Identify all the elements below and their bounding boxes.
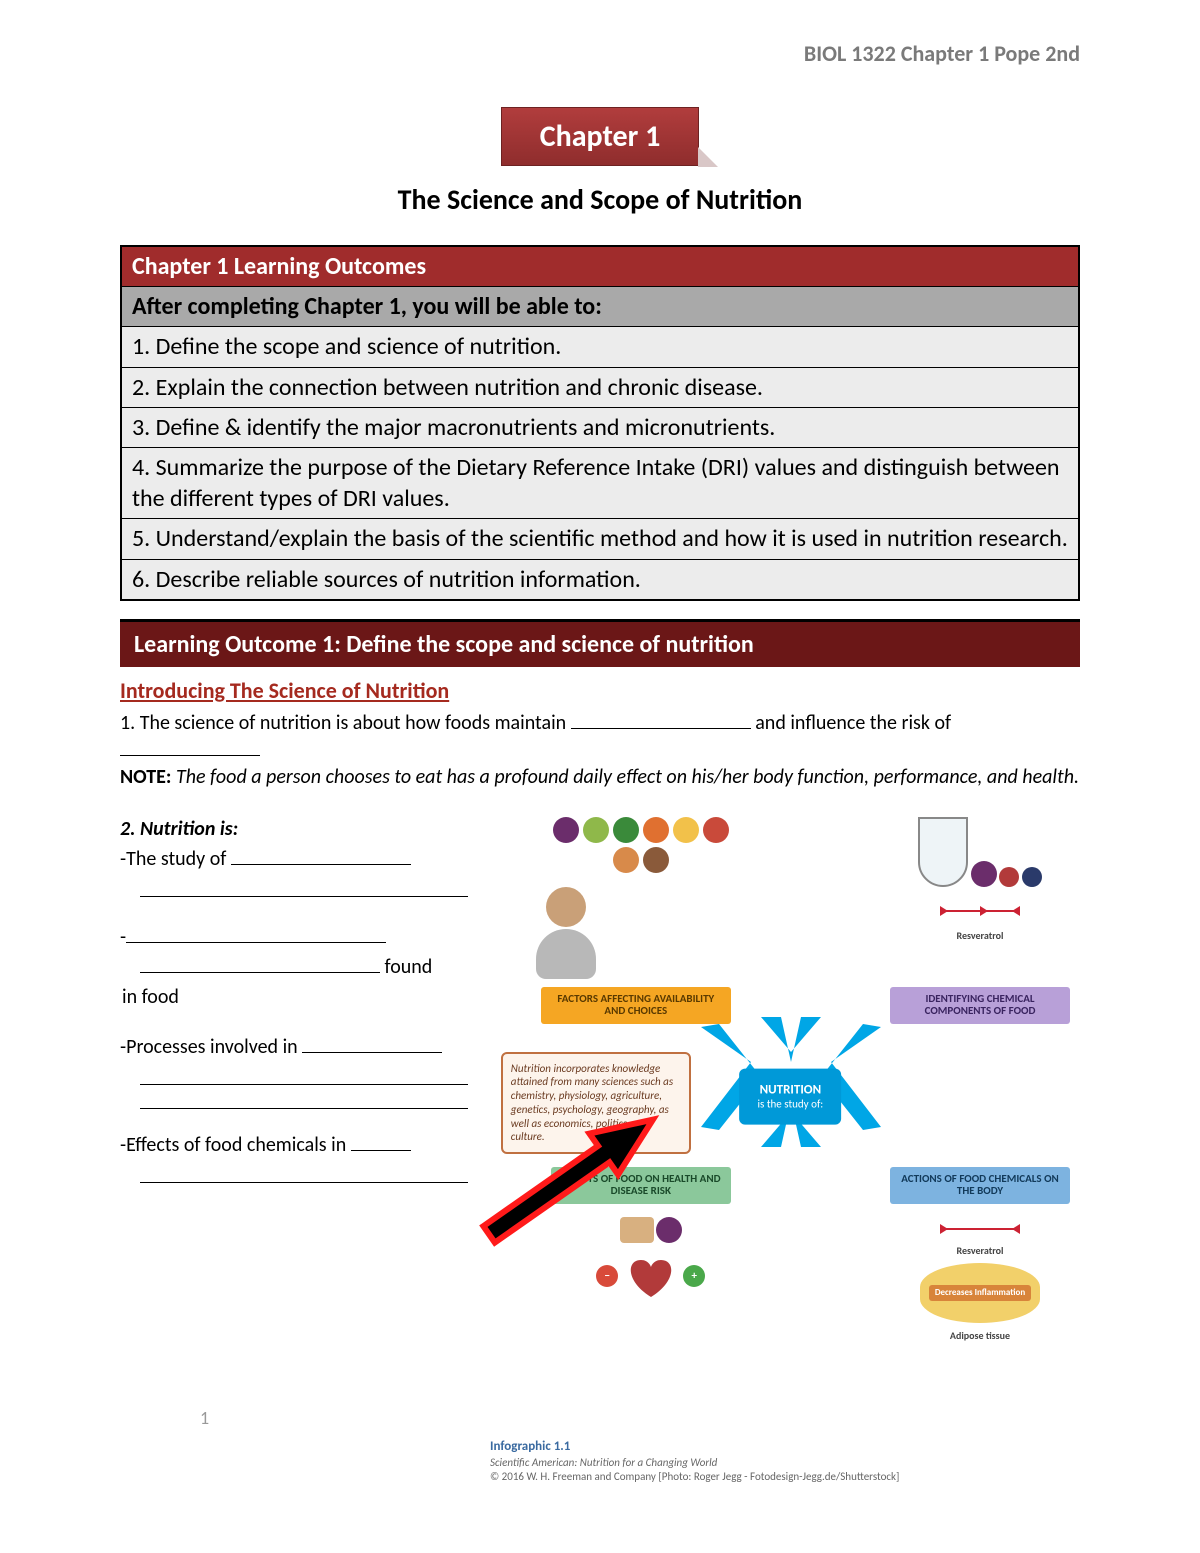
blank-line[interactable] (140, 1163, 468, 1183)
q2d: -Effects of food chemicals in (120, 1133, 351, 1157)
note-label: NOTE: (120, 765, 171, 789)
q1-mid: and influence the risk of (751, 711, 951, 735)
infographic: Resveratrol FACTORS AFFECTING AVAILABILI… (501, 817, 1080, 1377)
outcome-row: 1. Define the scope and science of nutri… (121, 327, 1079, 367)
section-heading: Introducing The Science of Nutrition (120, 677, 1080, 704)
outcomes-table: Chapter 1 Learning Outcomes After comple… (120, 245, 1080, 601)
content-row: 2. Nutrition is: -The study of - found i… (120, 817, 1080, 1377)
q2a: -The study of (120, 847, 231, 871)
center-bottom: is the study of: (758, 1098, 824, 1111)
blank-line[interactable] (140, 1089, 468, 1109)
main-title: The Science and Scope of Nutrition (120, 182, 1080, 217)
outcomes-header-red: Chapter 1 Learning Outcomes (121, 246, 1079, 287)
blank-line[interactable] (140, 1065, 468, 1085)
blank[interactable] (140, 955, 380, 973)
blank-line[interactable] (140, 877, 468, 897)
blank[interactable] (231, 847, 411, 865)
note-text: The food a person chooses to eat has a p… (171, 765, 1079, 789)
blank[interactable] (120, 738, 260, 756)
outcome-row: 6. Describe reliable sources of nutritio… (121, 559, 1079, 600)
left-column: 2. Nutrition is: -The study of - found i… (120, 817, 485, 1377)
blank[interactable] (571, 711, 751, 729)
q2b-infood: in food (122, 985, 179, 1009)
page-header: BIOL 1322 Chapter 1 Pope 2nd (120, 40, 1080, 67)
outcomes-header-grey: After completing Chapter 1, you will be … (121, 287, 1079, 327)
credit-line2: © 2016 W. H. Freeman and Company [Photo:… (490, 1470, 1080, 1484)
label-identifying: IDENTIFYING CHEMICAL COMPONENTS OF FOOD (890, 987, 1070, 1024)
blank[interactable] (351, 1133, 411, 1151)
infographic-credit: Infographic 1.1 Scientific American: Nut… (120, 1439, 1080, 1484)
chapter-badge-wrap: Chapter 1 (120, 107, 1080, 166)
credit-line1: Scientific American: Nutrition for a Cha… (490, 1456, 1080, 1470)
outcome-row: 3. Define & identify the major macronutr… (121, 407, 1079, 447)
chapter-badge: Chapter 1 (501, 107, 700, 166)
q1-prefix: 1. The science of nutrition is about how… (120, 711, 571, 735)
label-actions: ACTIONS OF FOOD CHEMICALS ON THE BODY (890, 1167, 1070, 1204)
note-line: NOTE: The food a person chooses to eat h… (120, 764, 1080, 791)
question-1: 1. The science of nutrition is about how… (120, 710, 1080, 764)
center-top: NUTRITION (758, 1082, 824, 1098)
label-factors: FACTORS AFFECTING AVAILABILITY AND CHOIC… (541, 987, 731, 1024)
center-hub: NUTRITION is the study of: (740, 1068, 842, 1125)
blank[interactable] (126, 925, 386, 943)
outcome-row: 4. Summarize the purpose of the Dietary … (121, 447, 1079, 518)
learning-outcome-bar: Learning Outcome 1: Define the scope and… (120, 619, 1080, 667)
q2c: -Processes involved in (120, 1035, 302, 1059)
q2b-found: found (380, 955, 432, 979)
credit-title: Infographic 1.1 (490, 1439, 1080, 1456)
outcome-row: 5. Understand/explain the basis of the s… (121, 519, 1079, 559)
outcome-row: 2. Explain the connection between nutrit… (121, 367, 1079, 407)
infographic-column: Resveratrol FACTORS AFFECTING AVAILABILI… (501, 817, 1080, 1377)
page-number: 1 (200, 1407, 1080, 1429)
q2-label: 2. Nutrition is: (120, 817, 238, 841)
blank[interactable] (302, 1035, 442, 1053)
